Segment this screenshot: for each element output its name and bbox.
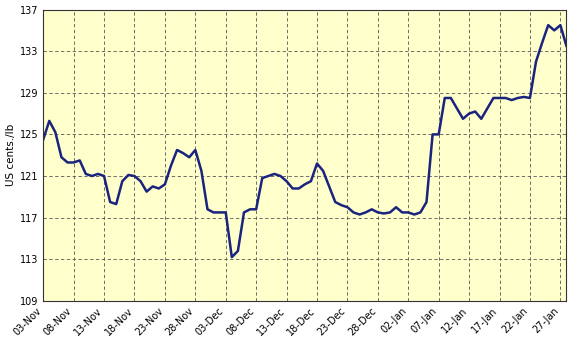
- Y-axis label: US cents./lb: US cents./lb: [6, 124, 15, 186]
